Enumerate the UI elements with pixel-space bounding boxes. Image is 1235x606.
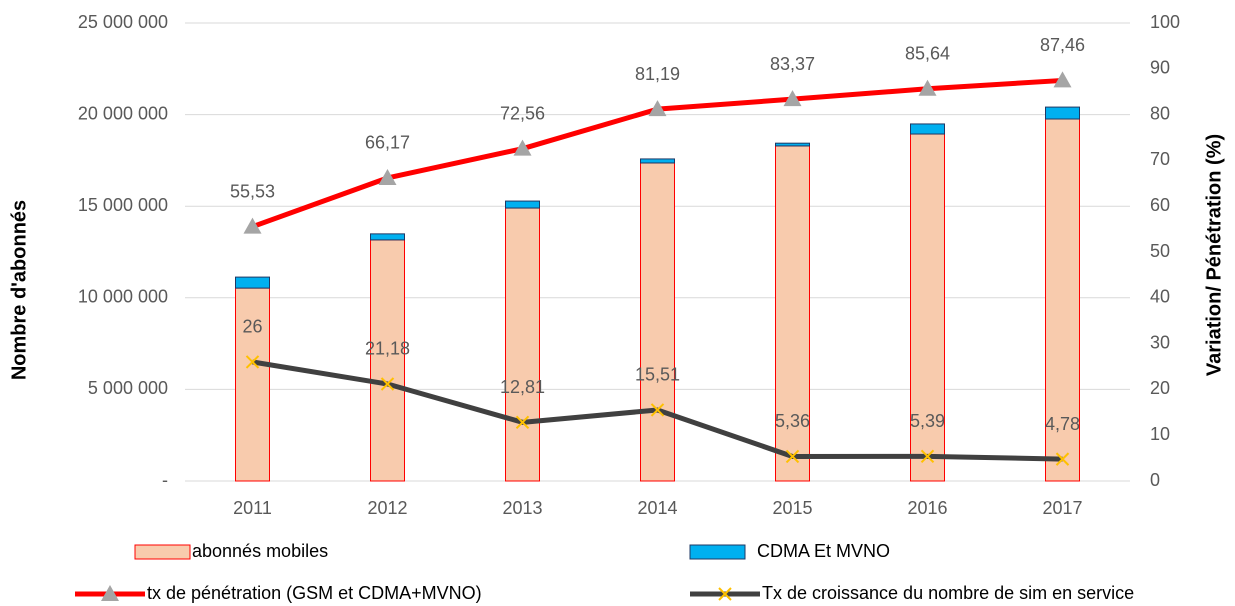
marker bbox=[648, 100, 667, 117]
y2-tick-label: 0 bbox=[1150, 470, 1160, 490]
x-tick-label: 2012 bbox=[367, 498, 407, 518]
data-label: 55,53 bbox=[230, 181, 275, 201]
x-tick-label: 2017 bbox=[1042, 498, 1082, 518]
marker bbox=[785, 449, 800, 464]
legend-marker bbox=[101, 585, 119, 601]
data-label: 5,36 bbox=[775, 411, 810, 431]
y2-tick-label: 90 bbox=[1150, 58, 1170, 78]
x-tick-label: 2013 bbox=[502, 498, 542, 518]
y-tick-label: 10 000 000 bbox=[78, 287, 168, 307]
y-tick-label: 25 000 000 bbox=[78, 12, 168, 32]
marker bbox=[245, 355, 260, 369]
bar bbox=[235, 287, 270, 482]
marker bbox=[1053, 71, 1072, 88]
data-label: 4,78 bbox=[1045, 414, 1080, 434]
bar bbox=[505, 200, 540, 209]
y-tick-label: - bbox=[162, 470, 168, 490]
data-label: 81,19 bbox=[635, 64, 680, 84]
legend-swatch bbox=[134, 544, 191, 560]
legend-swatch bbox=[689, 544, 746, 560]
marker bbox=[1055, 452, 1070, 466]
y-axis-title: Nombre d'abonnés bbox=[8, 200, 30, 380]
bar bbox=[505, 207, 540, 482]
data-label: 83,37 bbox=[770, 54, 815, 74]
x-tick-label: 2011 bbox=[233, 498, 272, 518]
legend-label: tx de pénétration (GSM et CDMA+MVNO) bbox=[147, 583, 482, 603]
marker bbox=[243, 217, 262, 234]
bar bbox=[910, 123, 945, 135]
data-label: 87,46 bbox=[1040, 35, 1085, 55]
y-tick-label: 15 000 000 bbox=[78, 195, 168, 215]
y2-axis-title: Variation/ Pénétration (%) bbox=[1203, 134, 1225, 376]
marker bbox=[380, 377, 395, 391]
bar bbox=[910, 133, 945, 482]
y2-tick-label: 100 bbox=[1150, 12, 1180, 32]
marker bbox=[378, 168, 397, 185]
legend-label: CDMA Et MVNO bbox=[757, 541, 890, 561]
data-label: 85,64 bbox=[905, 44, 950, 64]
y2-tick-label: 50 bbox=[1150, 241, 1170, 261]
y-tick-label: 5 000 000 bbox=[88, 378, 168, 398]
data-label: 21,18 bbox=[365, 339, 410, 359]
y-tick-label: 20 000 000 bbox=[78, 103, 168, 123]
bar bbox=[235, 276, 270, 289]
x-tick-label: 2014 bbox=[637, 498, 677, 518]
marker bbox=[650, 403, 665, 417]
data-label: 15,51 bbox=[635, 365, 680, 385]
marker bbox=[513, 139, 532, 156]
marker bbox=[515, 415, 530, 430]
x-tick-label: 2015 bbox=[772, 498, 812, 518]
y2-tick-label: 70 bbox=[1150, 149, 1170, 169]
data-label: 26 bbox=[242, 317, 262, 337]
y2-tick-label: 30 bbox=[1150, 332, 1170, 352]
marker bbox=[918, 79, 937, 96]
data-label: 12,81 bbox=[500, 377, 545, 397]
marker bbox=[920, 449, 935, 464]
legend-marker bbox=[718, 587, 732, 601]
y2-tick-label: 20 bbox=[1150, 378, 1170, 398]
bar bbox=[775, 142, 810, 147]
bar bbox=[370, 239, 405, 482]
bar bbox=[775, 145, 810, 482]
data-label: 72,56 bbox=[500, 103, 545, 123]
data-label: 66,17 bbox=[365, 133, 410, 153]
data-label: 5,39 bbox=[910, 411, 945, 431]
y2-tick-label: 80 bbox=[1150, 103, 1170, 123]
bar bbox=[370, 233, 405, 241]
legend-label: abonnés mobiles bbox=[192, 541, 328, 561]
bar bbox=[640, 158, 675, 164]
x-tick-label: 2016 bbox=[907, 498, 947, 518]
bar bbox=[1045, 106, 1080, 120]
y2-tick-label: 10 bbox=[1150, 424, 1170, 444]
y2-tick-label: 60 bbox=[1150, 195, 1170, 215]
legend-label: Tx de croissance du nombre de sim en ser… bbox=[762, 583, 1134, 603]
bar bbox=[640, 162, 675, 482]
y2-tick-label: 40 bbox=[1150, 287, 1170, 307]
marker bbox=[783, 90, 802, 107]
